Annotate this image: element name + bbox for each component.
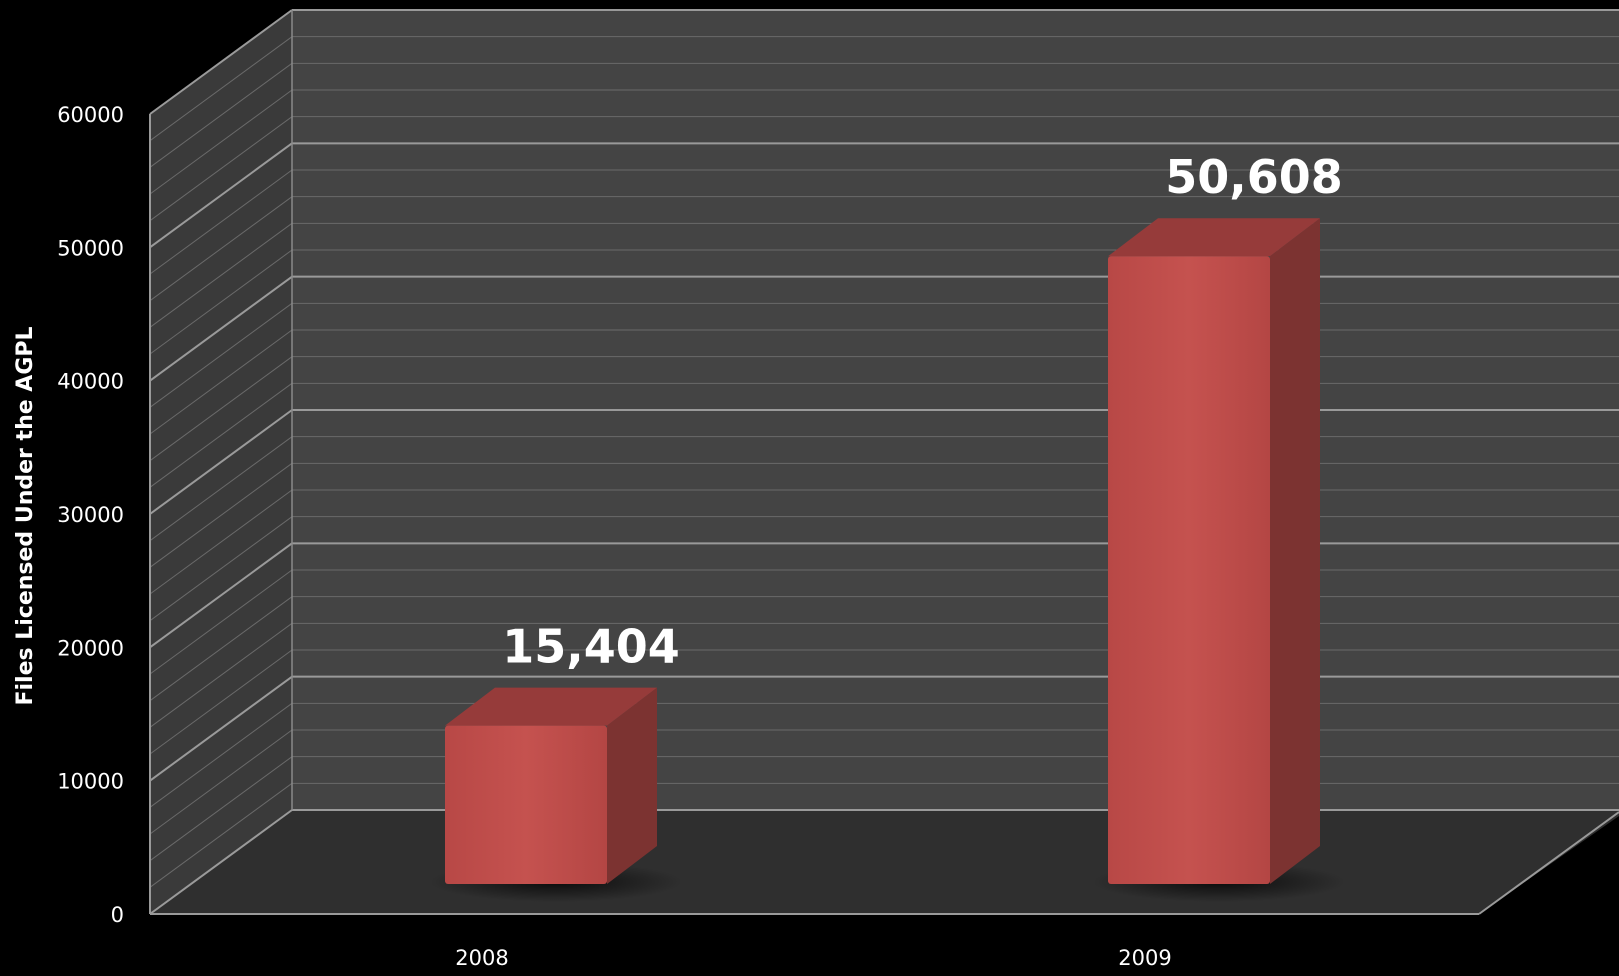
gridline-side <box>149 356 293 462</box>
y-axis-label: Files Licensed Under the AGPL <box>13 326 38 705</box>
bar-side-face <box>1270 218 1320 884</box>
gridline-side <box>149 729 293 835</box>
gridline-side <box>149 569 293 675</box>
x-axis: 2008 2009 <box>455 946 1171 970</box>
bar-side-face <box>607 687 657 884</box>
gridline-side <box>149 675 293 782</box>
gridline-side <box>149 702 293 808</box>
data-label: 15,404 <box>502 620 680 674</box>
gridline-side <box>149 756 293 862</box>
gridline-side <box>149 516 293 622</box>
gridline-side <box>149 302 293 408</box>
gridline-side <box>149 489 293 595</box>
gridline-side <box>149 142 293 249</box>
gridline-side <box>149 9 293 115</box>
y-tick-label: 30000 <box>57 503 124 527</box>
chart-floor <box>150 810 1619 914</box>
gridline-side <box>149 275 293 382</box>
gridline-side <box>149 169 293 275</box>
gridline-side <box>149 249 293 355</box>
gridline-side <box>149 36 293 142</box>
y-axis: 0 10000 20000 30000 40000 50000 60000 <box>57 103 124 927</box>
gridline-side <box>149 382 293 488</box>
y-tick-label: 10000 <box>57 770 124 794</box>
bar-2008: 15,404 <box>429 620 683 902</box>
gridline-side <box>149 596 293 702</box>
y-tick-label: 0 <box>111 903 124 927</box>
gridline-side <box>149 542 293 649</box>
gridline-side <box>149 409 293 515</box>
gridline-side <box>149 809 293 915</box>
gridline-side <box>149 89 293 195</box>
bar-top-face <box>1108 218 1320 257</box>
gridline-side <box>149 622 293 728</box>
y-tick-label: 60000 <box>57 103 124 127</box>
gridline-side <box>149 222 293 328</box>
gridline-side <box>149 329 293 435</box>
floor-edge <box>1478 811 1619 915</box>
x-tick-label: 2009 <box>1118 946 1171 970</box>
gridline-side <box>149 782 293 888</box>
gridline-side <box>149 116 293 222</box>
y-tick-label: 50000 <box>57 236 124 260</box>
y-tick-label: 40000 <box>57 370 124 394</box>
gridline-side <box>149 62 293 168</box>
bar-top-face <box>445 687 657 726</box>
gridline-side <box>149 196 293 302</box>
gridline-side <box>149 649 293 755</box>
data-label: 50,608 <box>1165 150 1343 204</box>
bar-2009: 50,608 <box>1092 150 1346 902</box>
x-tick-label: 2008 <box>455 946 508 970</box>
gridline-side <box>149 436 293 542</box>
bar-front-face <box>1108 256 1270 884</box>
bar-front-face <box>445 725 607 884</box>
y-tick-label: 20000 <box>57 636 124 660</box>
bars: 15,404 50,608 <box>429 150 1346 902</box>
gridline-side <box>149 462 293 568</box>
